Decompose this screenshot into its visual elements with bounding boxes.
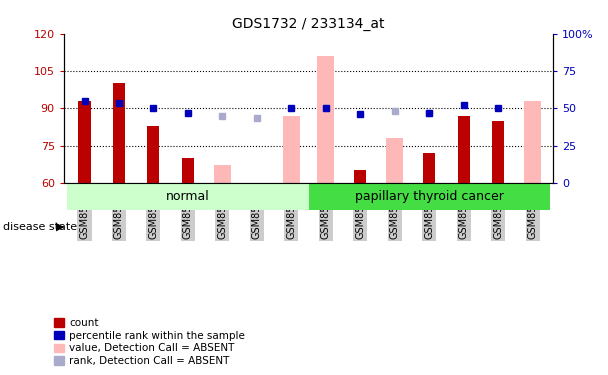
Bar <box>492 121 504 183</box>
Bar <box>214 165 231 183</box>
Bar <box>386 138 403 183</box>
Bar <box>147 126 159 183</box>
Bar <box>78 101 91 183</box>
Bar <box>458 116 470 183</box>
Legend: count, percentile rank within the sample, value, Detection Call = ABSENT, rank, : count, percentile rank within the sample… <box>54 318 246 366</box>
Text: papillary thyroid cancer: papillary thyroid cancer <box>354 190 503 203</box>
Bar <box>354 171 366 183</box>
Text: ▶: ▶ <box>56 222 64 232</box>
Bar <box>113 84 125 183</box>
Title: GDS1732 / 233134_at: GDS1732 / 233134_at <box>232 17 385 32</box>
Bar <box>317 56 334 183</box>
Bar <box>283 116 300 183</box>
Bar <box>423 153 435 183</box>
Bar <box>67 183 309 210</box>
Text: disease state: disease state <box>3 222 77 232</box>
Bar <box>308 183 550 210</box>
Bar <box>524 101 541 183</box>
Bar <box>182 158 194 183</box>
Text: normal: normal <box>166 190 210 203</box>
